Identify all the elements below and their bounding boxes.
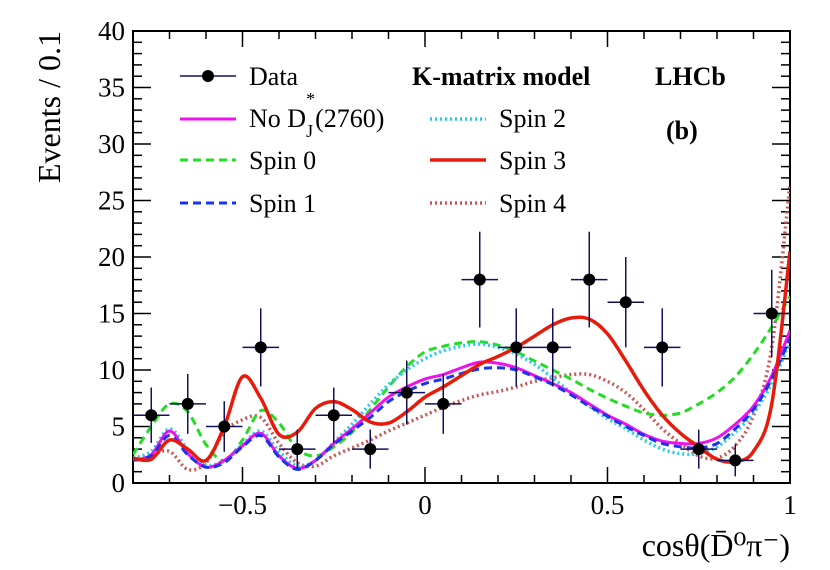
data-point xyxy=(133,387,170,443)
model-curves xyxy=(133,183,790,472)
data-point xyxy=(534,308,571,387)
model-annotation: K-matrix model xyxy=(412,62,590,91)
series-line-spin-1 xyxy=(133,337,790,471)
data-point xyxy=(425,373,462,434)
data-point xyxy=(279,429,316,469)
plot-frame xyxy=(132,30,791,484)
legend-label-data: Data xyxy=(249,62,299,91)
axis-ticks xyxy=(132,30,791,484)
y-tick-labels: 0 5 10 15 20 25 30 35 40 xyxy=(98,16,125,498)
data-marker xyxy=(437,397,450,410)
data-marker xyxy=(291,443,304,456)
data-point xyxy=(644,308,681,387)
data-marker xyxy=(583,273,596,286)
data-marker xyxy=(765,307,778,320)
data-marker xyxy=(327,409,340,422)
legend-label-spin-2: Spin 2 xyxy=(499,104,566,133)
data-point xyxy=(571,231,608,328)
series-line-no-d-j-2760 xyxy=(133,329,790,470)
data-point xyxy=(206,401,243,452)
series-line-spin-4 xyxy=(133,183,790,472)
series-line-spin-3 xyxy=(133,251,790,464)
legend-entry-spin-2: Spin 2 xyxy=(430,104,566,133)
data-marker xyxy=(510,341,523,354)
legend: Data No DJ*(2760) Spin 0 Spin 1 Spin 2 S… xyxy=(180,62,566,218)
y-tick-label: 5 xyxy=(112,412,126,442)
legend-label-spin-1: Spin 1 xyxy=(249,189,316,218)
y-tick-label: 30 xyxy=(98,129,125,159)
data-point xyxy=(680,429,717,469)
legend-entry-spin-3: Spin 3 xyxy=(430,146,566,175)
legend-entry-no-dj: No DJ*(2760) xyxy=(180,89,384,141)
data-marker xyxy=(692,443,705,456)
y-tick-label: 20 xyxy=(98,242,125,272)
data-point xyxy=(169,373,206,434)
data-marker xyxy=(656,341,669,354)
legend-label-spin-3: Spin 3 xyxy=(499,146,566,175)
data-marker xyxy=(218,420,231,433)
experiment-annotation: LHCb xyxy=(655,62,726,91)
x-tick-label: 0.5 xyxy=(591,490,625,520)
data-point xyxy=(717,444,754,477)
legend-label-spin-4: Spin 4 xyxy=(499,189,566,218)
legend-entry-spin-4: Spin 4 xyxy=(430,189,566,218)
data-marker xyxy=(181,397,194,410)
y-tick-label: 10 xyxy=(98,355,125,385)
series-line-spin-0 xyxy=(133,295,790,462)
data-marker xyxy=(473,273,486,286)
data-point xyxy=(461,231,498,328)
data-marker xyxy=(400,386,413,399)
data-marker xyxy=(619,296,632,309)
legend-entry-data: Data xyxy=(180,62,299,91)
data-point xyxy=(315,387,352,443)
data-points xyxy=(133,231,790,477)
x-tick-label: 0 xyxy=(418,490,432,520)
x-axis-title: cosθ(D̄⁰π⁻) xyxy=(642,527,790,563)
data-marker xyxy=(546,341,559,354)
data-marker xyxy=(729,454,742,467)
data-point xyxy=(607,257,644,348)
x-tick-labels: −0.5 0 0.5 1 xyxy=(218,490,797,520)
y-tick-label: 0 xyxy=(112,468,126,498)
data-point xyxy=(352,429,389,469)
x-tick-label: −0.5 xyxy=(218,490,267,520)
data-point xyxy=(388,360,425,425)
y-tick-label: 25 xyxy=(98,186,125,216)
y-tick-label: 15 xyxy=(98,299,125,329)
y-axis-title: Events / 0.1 xyxy=(31,31,67,183)
legend-entry-spin-1: Spin 1 xyxy=(180,189,316,218)
data-point xyxy=(753,269,790,358)
y-tick-label: 40 xyxy=(98,16,125,46)
data-point xyxy=(498,308,535,387)
data-marker xyxy=(364,443,377,456)
panel-label: (b) xyxy=(666,116,698,145)
x-tick-label: 1 xyxy=(783,490,797,520)
legend-data-marker xyxy=(202,70,214,82)
data-marker xyxy=(145,409,158,422)
legend-entry-spin-0: Spin 0 xyxy=(180,146,316,175)
legend-label-spin-0: Spin 0 xyxy=(249,146,316,175)
data-marker xyxy=(254,341,267,354)
legend-label-no-dj: No DJ*(2760) xyxy=(249,89,384,141)
y-tick-label: 35 xyxy=(98,73,125,103)
data-point xyxy=(242,308,279,387)
